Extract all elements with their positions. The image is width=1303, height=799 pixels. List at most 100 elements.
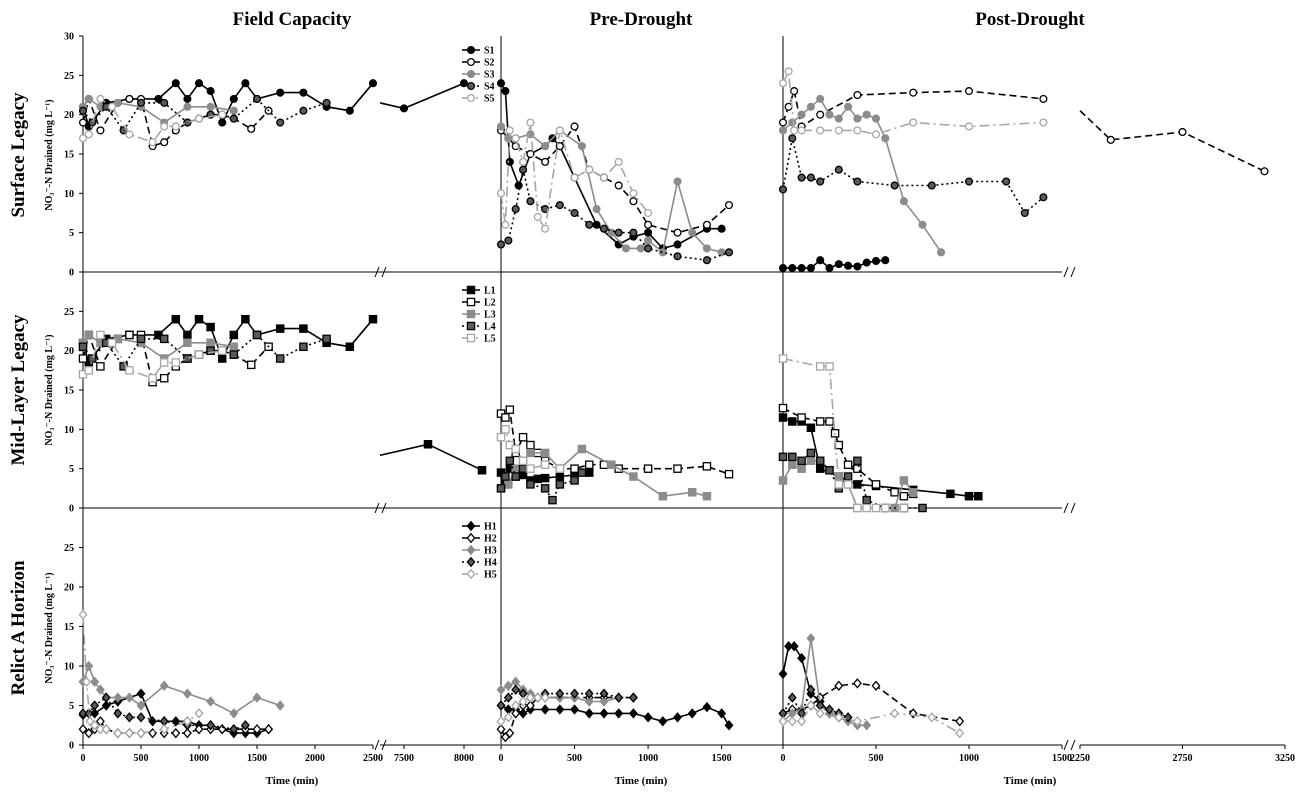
point-l2 — [246, 360, 256, 370]
legend-label-s4: S4 — [484, 82, 495, 93]
point-l5 — [862, 503, 871, 513]
y-tick-label: 0 — [69, 268, 74, 279]
point-l3 — [788, 460, 797, 469]
point-s2 — [909, 88, 918, 97]
point-h3 — [84, 660, 94, 672]
legend-marker-s1 — [466, 45, 476, 55]
point-s3 — [816, 94, 825, 103]
point-s3 — [702, 244, 711, 253]
point-s1 — [778, 264, 788, 273]
point-s5 — [78, 134, 88, 143]
legend-marker-s3 — [466, 69, 476, 79]
point-h5 — [518, 696, 528, 707]
point-l2 — [643, 464, 653, 473]
point-l3 — [577, 444, 587, 454]
point-h5 — [540, 692, 550, 703]
point-l4 — [299, 342, 308, 351]
point-l3 — [908, 488, 918, 497]
point-s4 — [599, 224, 609, 233]
point-h4 — [503, 692, 513, 703]
point-h2 — [871, 680, 881, 691]
point-l2 — [843, 460, 853, 469]
point-s4 — [160, 98, 169, 107]
point-s4 — [1039, 193, 1048, 202]
point-h4 — [124, 712, 134, 723]
point-s3 — [621, 244, 631, 253]
point-s5 — [171, 122, 180, 131]
point-h1 — [724, 720, 734, 731]
point-s4 — [614, 228, 623, 237]
point-l5 — [496, 432, 506, 442]
point-h4 — [555, 688, 565, 699]
point-l5 — [107, 338, 117, 348]
point-s2 — [964, 87, 974, 96]
point-s3 — [592, 205, 601, 214]
point-l2 — [505, 405, 515, 414]
point-h1 — [148, 716, 158, 727]
y-axis-label-row3: NO₃⁻-N Drained (mg L⁻¹) — [44, 572, 55, 683]
series-line-s1 — [379, 82, 465, 110]
point-l4 — [843, 472, 853, 481]
point-l4 — [555, 480, 565, 489]
point-h2 — [217, 724, 227, 735]
point-l2 — [673, 464, 682, 473]
point-s4 — [673, 252, 682, 261]
y-tick-label: 25 — [64, 307, 74, 318]
point-s1 — [788, 264, 797, 273]
point-s5 — [599, 173, 609, 182]
point-l5 — [148, 373, 157, 383]
point-s3 — [644, 236, 653, 245]
point-s1 — [797, 264, 806, 273]
point-s4 — [136, 98, 146, 107]
point-s5 — [834, 126, 843, 135]
point-l4 — [505, 456, 515, 466]
point-s1 — [276, 88, 285, 97]
point-s5 — [853, 126, 862, 135]
x-tick-label: 1500 — [712, 753, 732, 764]
point-l4 — [159, 334, 169, 344]
point-l3 — [797, 464, 806, 473]
x-tick-label: 3250 — [1275, 753, 1295, 764]
point-l1 — [206, 322, 215, 332]
point-s3 — [918, 220, 927, 229]
legend-label-h5: H5 — [484, 570, 497, 581]
x-tick-label: 500 — [134, 753, 149, 764]
point-l2 — [702, 462, 712, 471]
point-s4 — [183, 118, 192, 127]
y-tick-label: 20 — [64, 346, 74, 357]
point-s4 — [555, 201, 564, 210]
point-h4 — [570, 688, 580, 699]
point-l4 — [501, 472, 510, 481]
point-h1 — [628, 708, 638, 719]
point-l4 — [548, 495, 557, 505]
axis-break-mark — [1063, 739, 1069, 751]
point-s2 — [790, 87, 799, 96]
point-s3 — [871, 114, 881, 123]
y-tick-label: 5 — [69, 701, 74, 712]
legend-label-h3: H3 — [484, 546, 497, 557]
point-h5 — [815, 708, 825, 719]
point-h4 — [584, 688, 594, 699]
point-l4 — [78, 342, 88, 351]
y-tick-label: 10 — [64, 189, 74, 200]
legend-marker-h4 — [466, 556, 476, 568]
point-s1 — [644, 228, 653, 237]
point-h2 — [148, 727, 158, 739]
point-s5 — [541, 224, 550, 233]
point-s1 — [806, 264, 815, 273]
column-title-field-capacity: Field Capacity — [233, 9, 352, 30]
point-l5 — [815, 362, 825, 371]
y-axis-label-row2: NO₃⁻-N Drained (mg L⁻¹) — [44, 334, 55, 445]
point-s5 — [644, 208, 653, 218]
legend-marker-s5 — [466, 93, 476, 103]
x-axis-label-field-capacity: Time (min) — [266, 775, 319, 787]
point-h2 — [852, 678, 862, 689]
point-l4 — [518, 464, 528, 473]
series-line-l2 — [82, 332, 270, 384]
point-l1 — [477, 465, 487, 475]
point-h1 — [540, 704, 550, 715]
point-l4 — [797, 456, 806, 466]
point-s1 — [345, 106, 354, 115]
point-h2 — [511, 708, 521, 719]
point-s5 — [519, 157, 528, 166]
